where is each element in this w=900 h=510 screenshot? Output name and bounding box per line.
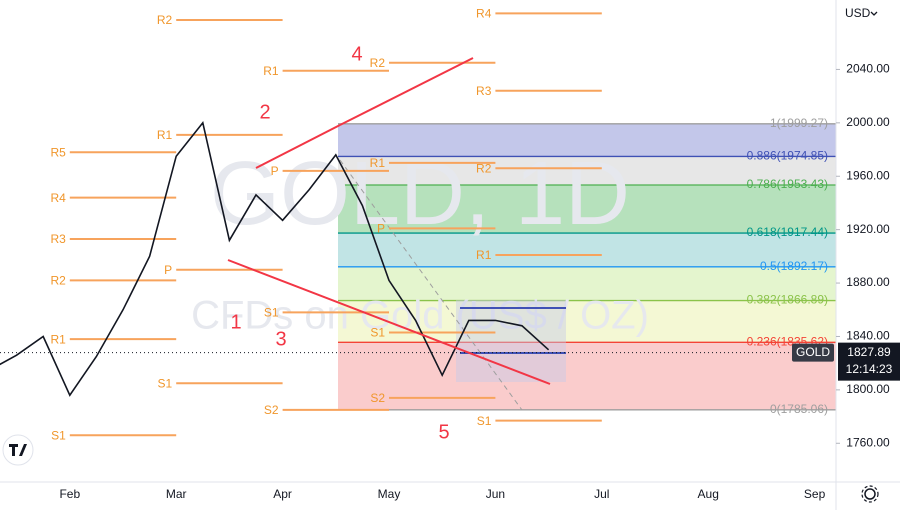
pivot-label: R3 — [50, 232, 66, 246]
fib-label: 0.786(1953.43) — [747, 177, 828, 191]
watermark: GOLD, 1D — [210, 144, 630, 244]
x-tick-label: Apr — [273, 487, 292, 501]
y-tick-label: 1840.00 — [846, 329, 890, 343]
fib-label: 0.5(1892.17) — [760, 259, 828, 273]
y-tick-label: 2000.00 — [846, 115, 890, 129]
currency[interactable]: USD — [845, 6, 871, 20]
trend-line — [339, 57, 474, 126]
x-tick-label: May — [378, 487, 401, 501]
axes: 1760.00 1800.00 1840.00 1880.00 1920.00 1960.… — [59, 62, 890, 502]
pivot-label: R2 — [157, 13, 173, 27]
pivot-label: R1 — [370, 156, 386, 170]
pivot-label: S1 — [264, 306, 279, 320]
y-tick-label: 1880.00 — [846, 275, 890, 289]
fib-label: 1(1999.27) — [770, 116, 828, 130]
pivot-label: P — [164, 263, 172, 277]
wave-label: 4 — [351, 43, 362, 65]
x-tick-label: Jun — [486, 487, 505, 501]
fib-band — [338, 266, 836, 301]
wave-label: 3 — [275, 328, 286, 350]
pivot-label: R4 — [476, 7, 492, 21]
fib-band — [338, 123, 836, 157]
pivot-label: R1 — [476, 248, 492, 262]
y-tick-label: 1800.00 — [846, 382, 890, 396]
pivot-label: P — [377, 221, 385, 235]
pivot-label: R1 — [50, 332, 66, 346]
pivot-label: R5 — [50, 145, 66, 159]
pivot-label: S1 — [477, 414, 492, 428]
x-tick-label: Aug — [698, 487, 719, 501]
price-label: 1827.89 — [847, 345, 891, 359]
y-tick-label: 1760.00 — [846, 435, 890, 449]
wave-label: 1 — [230, 311, 241, 333]
currency-caret[interactable] — [870, 11, 878, 16]
pivot-label: S2 — [370, 391, 385, 405]
pivot-levels: R5 R4 R3 R2 R1 S1 R2 R1 P S1 R1 P S1 S2 R2 R1 P S1 S2 R4 R3 R… — [50, 7, 602, 442]
x-tick-label: Sep — [804, 487, 826, 501]
y-tick-label: 1960.00 — [846, 168, 890, 182]
fib-band — [338, 156, 836, 186]
projection-line — [339, 159, 523, 411]
y-tick-label: 2040.00 — [846, 62, 890, 76]
plot-area: 1(1999.27) 0.886(1974.85) 0.786(1953.43) 0.… — [0, 7, 836, 443]
y-tick-label: 1920.00 — [846, 222, 890, 236]
pivot-label: R2 — [370, 56, 386, 70]
wave-label: 2 — [259, 101, 270, 123]
pivot-label: S1 — [51, 428, 66, 442]
fib-band — [338, 185, 836, 234]
pivot-label: P — [271, 164, 279, 178]
fib-label: 0.618(1917.44) — [747, 225, 828, 239]
pivot-label: S1 — [370, 326, 385, 340]
trend-line — [227, 259, 551, 385]
fib-label: 0.382(1866.89) — [747, 293, 828, 307]
symbol-badge — [792, 343, 834, 362]
pivot-label: R2 — [476, 161, 492, 175]
symbol-label: GOLD — [796, 345, 830, 359]
pivot-label: S1 — [158, 376, 173, 390]
x-tick-label: Jul — [594, 487, 609, 501]
fib-label: 0(1785.06) — [770, 402, 828, 416]
pivot-label: R4 — [50, 191, 66, 205]
logo[interactable] — [2, 434, 34, 466]
pivot-label: S2 — [264, 403, 279, 417]
x-tick-label: Mar — [166, 487, 187, 501]
settings-icon[interactable] — [861, 485, 879, 503]
pivot-label: R2 — [50, 274, 66, 288]
fib-band — [338, 233, 836, 267]
pivot-label: R1 — [157, 128, 173, 142]
wave-label: 5 — [438, 421, 449, 443]
countdown: 12:14:23 — [846, 362, 893, 376]
trend-line — [255, 124, 341, 169]
pivot-label: R3 — [476, 84, 492, 98]
pivot-label: R1 — [263, 64, 279, 78]
x-tick-label: Feb — [59, 487, 80, 501]
price-badge — [838, 342, 900, 381]
fib-label: 0.886(1974.85) — [747, 149, 828, 163]
